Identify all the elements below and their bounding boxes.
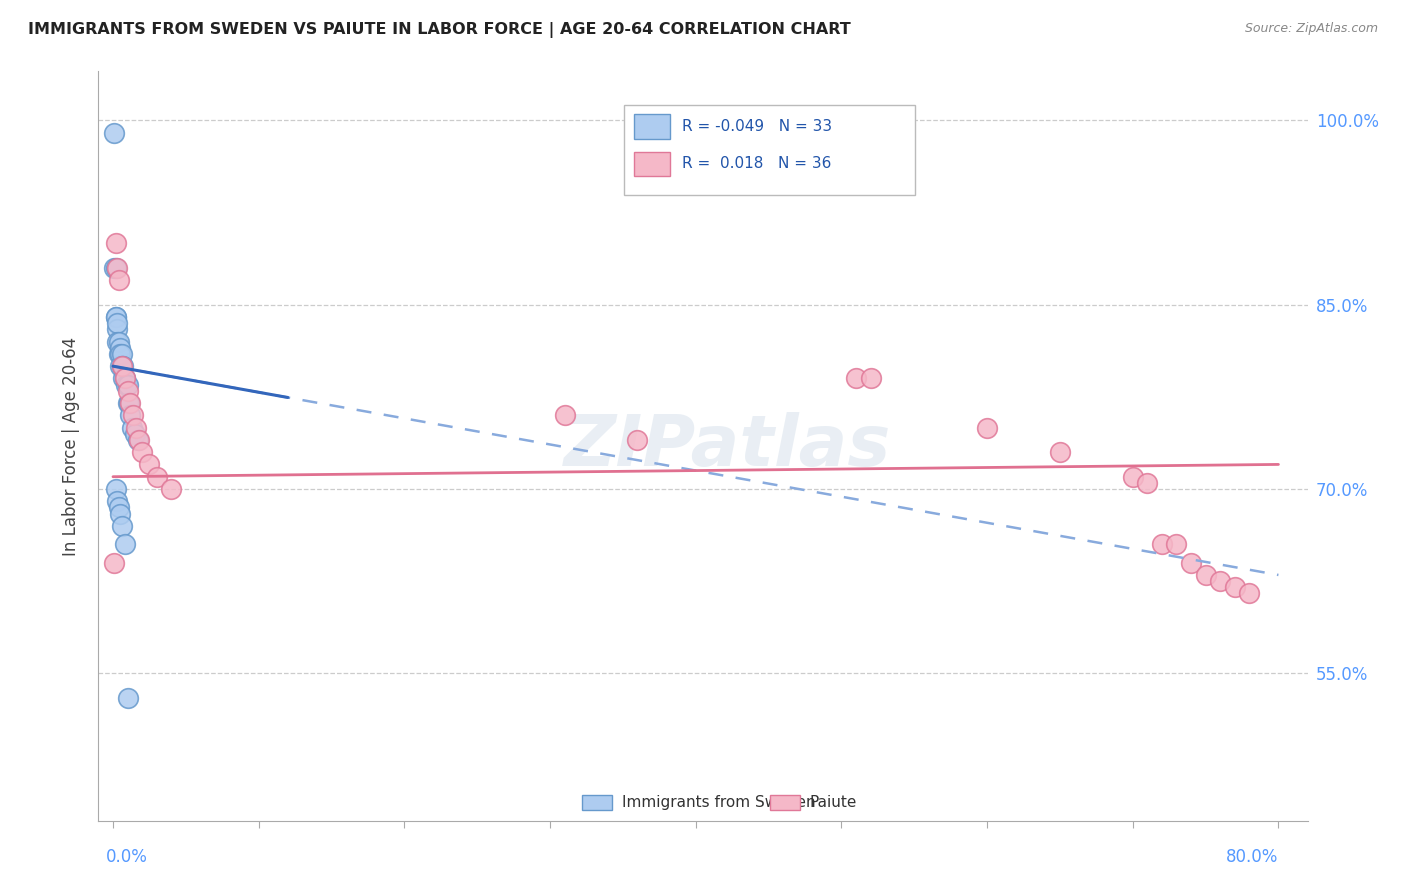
Text: Paiute: Paiute bbox=[810, 795, 856, 810]
Point bbox=[626, 433, 648, 447]
Point bbox=[108, 273, 131, 287]
Point bbox=[105, 322, 128, 336]
Point bbox=[111, 519, 134, 533]
Point bbox=[1194, 568, 1216, 582]
Text: 80.0%: 80.0% bbox=[1226, 847, 1278, 865]
Point bbox=[114, 371, 136, 385]
Point bbox=[108, 334, 131, 349]
Point bbox=[1049, 445, 1071, 459]
Point bbox=[122, 409, 145, 423]
Point bbox=[1166, 537, 1188, 551]
Text: ZIPatlas: ZIPatlas bbox=[564, 411, 891, 481]
Point bbox=[108, 347, 131, 361]
Point bbox=[110, 347, 132, 361]
Point bbox=[1239, 586, 1261, 600]
Text: R =  0.018   N = 36: R = 0.018 N = 36 bbox=[682, 156, 832, 171]
Point bbox=[120, 396, 142, 410]
Text: Source: ZipAtlas.com: Source: ZipAtlas.com bbox=[1244, 22, 1378, 36]
Point bbox=[127, 433, 149, 447]
Point bbox=[976, 420, 998, 434]
Point bbox=[845, 371, 868, 385]
Point bbox=[1150, 537, 1173, 551]
Point bbox=[114, 537, 136, 551]
Point bbox=[111, 359, 134, 373]
Bar bbox=[634, 114, 671, 139]
Point bbox=[1209, 574, 1232, 588]
Point bbox=[104, 310, 127, 324]
Text: R = -0.049   N = 33: R = -0.049 N = 33 bbox=[682, 119, 832, 134]
Bar bbox=[769, 795, 800, 810]
Y-axis label: In Labor Force | Age 20-64: In Labor Force | Age 20-64 bbox=[62, 336, 80, 556]
Point bbox=[138, 458, 160, 472]
Point bbox=[1122, 469, 1144, 483]
Point bbox=[117, 377, 139, 392]
Point bbox=[108, 500, 131, 515]
Point bbox=[104, 310, 127, 324]
Point bbox=[114, 371, 136, 385]
Point bbox=[105, 316, 128, 330]
Point bbox=[112, 371, 135, 385]
Point bbox=[105, 334, 128, 349]
Point bbox=[104, 236, 127, 251]
Point bbox=[1223, 580, 1246, 594]
Point bbox=[145, 469, 167, 483]
Bar bbox=[634, 152, 671, 177]
Point bbox=[118, 396, 141, 410]
Point bbox=[117, 384, 139, 398]
Point bbox=[1136, 475, 1159, 490]
Text: Immigrants from Sweden: Immigrants from Sweden bbox=[621, 795, 815, 810]
Point bbox=[104, 482, 127, 496]
Bar bbox=[582, 795, 613, 810]
FancyBboxPatch shape bbox=[624, 105, 915, 195]
Point bbox=[104, 260, 127, 275]
Text: 0.0%: 0.0% bbox=[105, 847, 148, 865]
Point bbox=[554, 409, 576, 423]
Point bbox=[125, 420, 148, 434]
Point bbox=[124, 426, 146, 441]
Point bbox=[103, 556, 125, 570]
Point bbox=[111, 347, 134, 361]
Point bbox=[105, 260, 128, 275]
Point bbox=[110, 507, 132, 521]
Point bbox=[121, 420, 143, 434]
Point bbox=[128, 433, 150, 447]
Point bbox=[1180, 556, 1202, 570]
Point bbox=[110, 341, 132, 355]
Point bbox=[103, 126, 125, 140]
Point bbox=[859, 371, 882, 385]
Point bbox=[112, 359, 135, 373]
Point bbox=[131, 445, 153, 459]
Point bbox=[117, 690, 139, 705]
Point bbox=[110, 359, 132, 373]
Point bbox=[120, 409, 142, 423]
Point bbox=[115, 377, 138, 392]
Point bbox=[103, 260, 125, 275]
Point bbox=[111, 359, 134, 373]
Point bbox=[160, 482, 183, 496]
Point bbox=[105, 494, 128, 508]
Point bbox=[117, 396, 139, 410]
Text: IMMIGRANTS FROM SWEDEN VS PAIUTE IN LABOR FORCE | AGE 20-64 CORRELATION CHART: IMMIGRANTS FROM SWEDEN VS PAIUTE IN LABO… bbox=[28, 22, 851, 38]
